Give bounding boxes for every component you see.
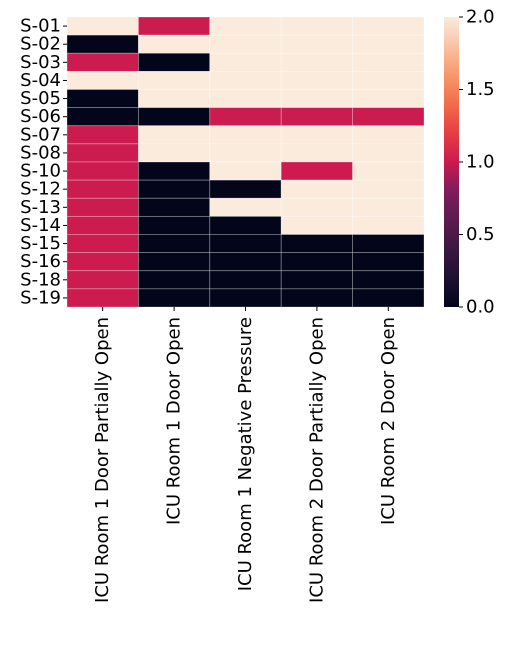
heatmap-cell	[281, 289, 352, 307]
colorbar-tick-label: 2.0	[466, 7, 495, 28]
heatmap-cell	[281, 71, 352, 89]
colorbar-tick-label: 0.5	[466, 224, 495, 245]
heatmap-cell	[210, 235, 281, 253]
colorbar: 0.0 0.5 1.0 1.5 2.0	[444, 7, 495, 318]
heatmap-cell	[138, 271, 209, 289]
heatmap-cell	[67, 235, 138, 253]
column-label: ICU Room 1 Negative Pressure	[235, 317, 256, 591]
heatmap-cell	[138, 198, 209, 216]
colorbar-tick-label: 1.5	[466, 79, 495, 100]
heatmap-cell	[210, 180, 281, 198]
heatmap-cell	[353, 253, 424, 271]
row-label: S-19	[20, 287, 61, 308]
heatmap-cell	[353, 108, 424, 126]
heatmap-cell	[353, 71, 424, 89]
heatmap-cell	[353, 126, 424, 144]
heatmap-cell	[353, 216, 424, 234]
heatmap-cell	[281, 162, 352, 180]
heatmap-cell	[353, 162, 424, 180]
heatmap-cell	[353, 198, 424, 216]
heatmap-cell	[353, 35, 424, 53]
heatmap-cell	[353, 144, 424, 162]
heatmap-cell	[138, 35, 209, 53]
heatmap-cell	[353, 90, 424, 108]
heatmap-cell	[138, 289, 209, 307]
heatmap-cell	[210, 17, 281, 35]
heatmap-cell	[67, 90, 138, 108]
heatmap-cell	[281, 271, 352, 289]
heatmap-cell	[210, 253, 281, 271]
heatmap-cell	[353, 271, 424, 289]
heatmap-cell	[281, 126, 352, 144]
heatmap-cell	[210, 216, 281, 234]
heatmap-cell	[138, 17, 209, 35]
heatmap-cell	[138, 216, 209, 234]
heatmap-cell	[138, 180, 209, 198]
column-label: ICU Room 1 Door Partially Open	[92, 317, 113, 603]
heatmap-cell	[353, 289, 424, 307]
heatmap-cell	[67, 35, 138, 53]
heatmap-cell	[210, 144, 281, 162]
colorbar-tick-label: 0.0	[466, 297, 495, 318]
column-labels: ICU Room 1 Door Partially Open ICU Room 1…	[92, 307, 399, 603]
heatmap-cell	[281, 144, 352, 162]
heatmap-cell	[210, 126, 281, 144]
heatmap-cell	[210, 271, 281, 289]
heatmap-cell	[281, 253, 352, 271]
column-label: ICU Room 2 Door Partially Open	[306, 317, 327, 603]
heatmap-cell	[210, 162, 281, 180]
heatmap-cell	[67, 162, 138, 180]
heatmap-cell	[210, 71, 281, 89]
heatmap-cell	[67, 289, 138, 307]
heatmap-cell	[67, 53, 138, 71]
heatmap-cell	[281, 216, 352, 234]
heatmap-cell	[138, 235, 209, 253]
heatmap-cell	[281, 235, 352, 253]
heatmap-cell	[67, 17, 138, 35]
heatmap-cell	[281, 17, 352, 35]
colorbar-tick-label: 1.0	[466, 152, 495, 173]
heatmap-cell	[210, 53, 281, 71]
heatmap-cell	[281, 180, 352, 198]
heatmap-cell	[67, 198, 138, 216]
heatmap-cell	[281, 35, 352, 53]
row-labels: S-01S-02S-03S-04S-05S-06S-07S-08S-10S-12…	[20, 16, 67, 309]
heatmap-cell	[138, 253, 209, 271]
heatmap-cell	[67, 71, 138, 89]
heatmap-cell	[210, 108, 281, 126]
heatmap-cell	[138, 162, 209, 180]
heatmap-cell	[210, 90, 281, 108]
heatmap-cell	[353, 180, 424, 198]
heatmap-cell	[67, 253, 138, 271]
heatmap-cell	[210, 289, 281, 307]
heatmap-cell	[67, 216, 138, 234]
heatmap-cell	[281, 108, 352, 126]
heatmap-cell	[138, 126, 209, 144]
column-label: ICU Room 2 Door Open	[378, 317, 399, 525]
heatmap-cell	[138, 108, 209, 126]
heatmap-cell	[138, 90, 209, 108]
colorbar-gradient	[444, 17, 459, 307]
heatmap-cell	[281, 53, 352, 71]
heatmap-cell	[210, 198, 281, 216]
heatmap-cells	[67, 17, 424, 307]
heatmap-cell	[67, 180, 138, 198]
heatmap-cell	[138, 53, 209, 71]
heatmap-cell	[67, 108, 138, 126]
heatmap-cell	[281, 90, 352, 108]
heatmap-cell	[353, 53, 424, 71]
heatmap-cell	[138, 71, 209, 89]
heatmap-cell	[138, 144, 209, 162]
heatmap-cell	[281, 198, 352, 216]
heatmap-cell	[67, 271, 138, 289]
heatmap-cell	[353, 235, 424, 253]
column-label: ICU Room 1 Door Open	[164, 317, 185, 525]
heatmap-cell	[67, 144, 138, 162]
heatmap-cell	[353, 17, 424, 35]
heatmap-cell	[210, 35, 281, 53]
heatmap-cell	[67, 126, 138, 144]
